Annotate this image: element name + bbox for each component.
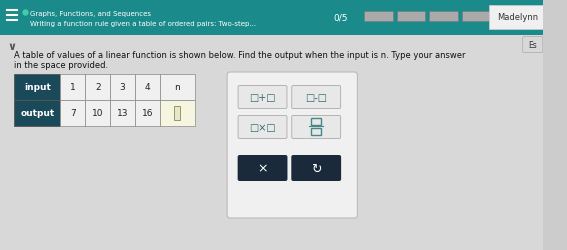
Text: Madelynn: Madelynn <box>497 14 538 22</box>
Text: 7: 7 <box>70 109 76 118</box>
Bar <box>110 75 135 101</box>
Bar <box>110 100 135 126</box>
FancyBboxPatch shape <box>238 156 287 181</box>
Text: ↻: ↻ <box>311 162 321 175</box>
Text: 10: 10 <box>92 109 104 118</box>
Bar <box>311 118 321 126</box>
Bar <box>14 100 60 126</box>
Bar <box>60 75 85 101</box>
Text: □-□: □-□ <box>305 93 327 102</box>
Bar <box>60 100 85 126</box>
Text: output: output <box>20 109 54 118</box>
Text: Es: Es <box>528 41 537 50</box>
Text: A table of values of a linear function is shown below. Find the output when the : A table of values of a linear function i… <box>14 51 466 60</box>
Text: 16: 16 <box>142 109 153 118</box>
Bar <box>397 12 425 22</box>
Bar <box>489 6 543 30</box>
Text: ×: × <box>257 162 268 175</box>
FancyBboxPatch shape <box>523 37 543 53</box>
Bar <box>85 100 110 126</box>
FancyBboxPatch shape <box>291 156 341 181</box>
Bar <box>160 100 194 126</box>
Text: Writing a function rule given a table of ordered pairs: Two-step...: Writing a function rule given a table of… <box>29 21 256 27</box>
FancyBboxPatch shape <box>292 116 341 139</box>
Text: □×□: □×□ <box>249 122 276 132</box>
Bar <box>135 75 160 101</box>
FancyBboxPatch shape <box>227 73 357 218</box>
FancyBboxPatch shape <box>238 116 287 139</box>
Bar <box>462 12 490 22</box>
Bar <box>429 12 458 22</box>
FancyBboxPatch shape <box>292 86 341 109</box>
Text: 0/5: 0/5 <box>333 14 348 22</box>
Text: 3: 3 <box>120 83 125 92</box>
Text: input: input <box>24 83 51 92</box>
Text: n: n <box>175 83 180 92</box>
Bar <box>311 128 321 136</box>
Bar <box>85 75 110 101</box>
Text: ∨: ∨ <box>8 42 16 52</box>
Text: Graphs, Functions, and Sequences: Graphs, Functions, and Sequences <box>29 11 151 17</box>
Text: 2: 2 <box>95 83 100 92</box>
Bar <box>0 36 543 250</box>
Text: 13: 13 <box>117 109 128 118</box>
Bar <box>135 100 160 126</box>
Bar <box>364 12 393 22</box>
Text: in the space provided.: in the space provided. <box>14 61 108 70</box>
Text: □+□: □+□ <box>249 93 276 102</box>
Text: 1: 1 <box>70 83 76 92</box>
FancyBboxPatch shape <box>238 86 287 109</box>
Text: 4: 4 <box>145 83 150 92</box>
Bar <box>0 0 543 36</box>
Bar <box>175 106 180 120</box>
Bar <box>160 75 194 101</box>
Bar <box>14 75 60 101</box>
